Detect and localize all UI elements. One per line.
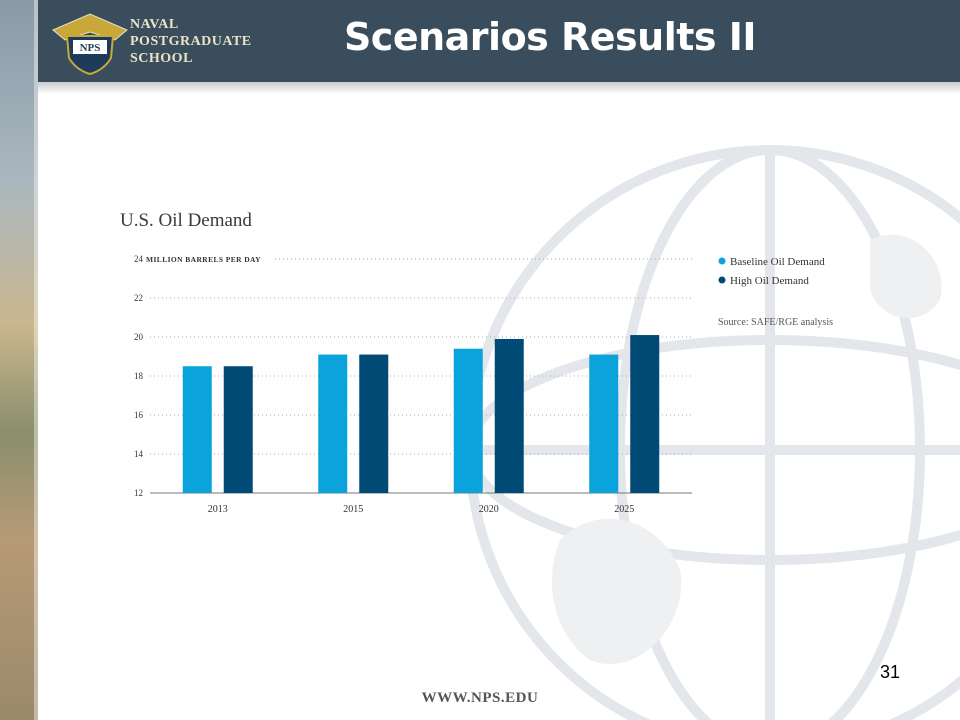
chart-title: U.S. Oil Demand	[120, 210, 252, 231]
bar-high-2025	[630, 335, 660, 493]
y-tick-label: 14	[134, 449, 144, 459]
chart-bars	[182, 335, 660, 493]
footer-url: WWW.NPS.EDU	[421, 690, 539, 706]
header-shadow	[38, 82, 960, 94]
bar-baseline-2020	[453, 348, 483, 493]
y-tick-label: 22	[134, 293, 143, 303]
bar-baseline-2015	[318, 354, 348, 493]
y-tick-label: 20	[134, 332, 144, 342]
chart-source: Source: SAFE/RGE analysis	[718, 317, 833, 328]
y-tick-label: 18	[134, 371, 144, 381]
campus-photo-strip	[0, 0, 38, 720]
bar-high-2020	[494, 338, 524, 493]
bar-high-2015	[359, 354, 389, 493]
x-tick-label: 2013	[208, 504, 228, 515]
x-tick-label: 2015	[343, 504, 363, 515]
y-tick-label: 16	[134, 410, 144, 420]
header-bar	[38, 0, 960, 82]
legend-swatch	[718, 276, 726, 284]
nps-logo: NPS	[52, 13, 128, 76]
chart-legend: Baseline Oil Demand High Oil Demand	[718, 256, 825, 287]
legend-swatch	[718, 257, 726, 265]
bar-baseline-2025	[589, 354, 619, 493]
logo-line-2: POSTGRADUATE	[130, 34, 252, 49]
page-number: 31	[880, 662, 901, 682]
logo-text: NAVAL POSTGRADUATE SCHOOL	[130, 16, 252, 67]
bar-high-2013	[223, 366, 253, 493]
bar-baseline-2013	[182, 366, 212, 493]
logo-badge-text: NPS	[80, 42, 101, 54]
legend-label: High Oil Demand	[730, 275, 809, 287]
chart-x-labels: 2013 2015 2020 2025	[208, 504, 635, 515]
logo-line-1: NAVAL	[130, 17, 179, 32]
y-tick-label: 12	[134, 488, 143, 498]
legend-label: Baseline Oil Demand	[730, 256, 825, 268]
x-tick-label: 2020	[479, 504, 499, 515]
logo-line-3: SCHOOL	[130, 51, 193, 66]
shield-icon	[52, 13, 128, 76]
y-axis-unit-label: MILLION BARRELS PER DAY	[146, 255, 261, 264]
y-tick-label: 24	[134, 254, 144, 264]
slide-title: Scenarios Results II	[343, 15, 757, 59]
x-tick-label: 2025	[614, 504, 634, 515]
